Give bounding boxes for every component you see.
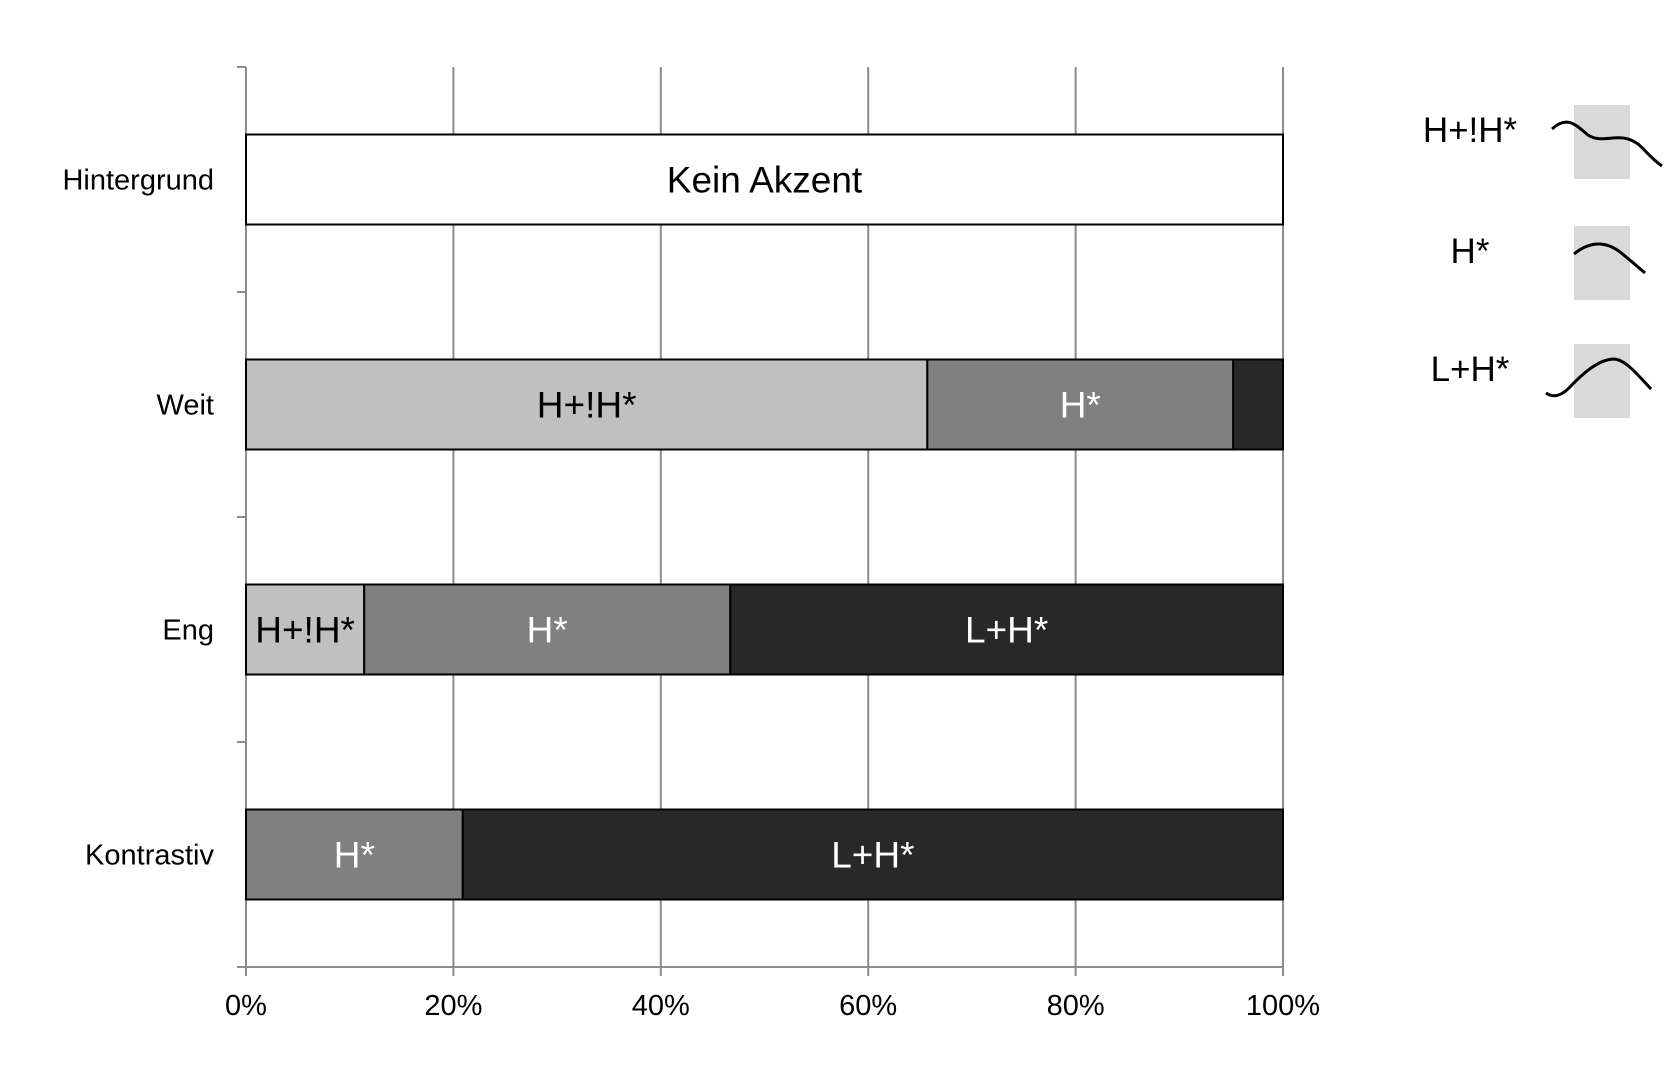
axis-layer: 0% 20% 40% 60% 80% 100% Hintergrund Weit Eng Kont…: [62, 66, 1320, 1022]
bar-segment-label: L+H*: [965, 610, 1048, 651]
x-tick-label: 20%: [424, 990, 482, 1022]
bar-segment-label: H*: [1060, 385, 1101, 426]
bar-segment: [363, 583, 732, 676]
legend-icon-box: [1574, 226, 1630, 300]
bar-segment-label: H+!H*: [537, 385, 637, 426]
legend-icon-curve: [1573, 242, 1646, 275]
bar-layer: [245, 133, 1285, 901]
bar-segment-label: H*: [334, 835, 375, 876]
legend-icon-box: [1574, 105, 1630, 179]
bar-segment-label: Kein Akzent: [667, 160, 863, 201]
x-tick-label: 80%: [1047, 990, 1105, 1022]
rise-fall-contour-icon: [1545, 344, 1653, 418]
bar-segment-label: H+!H*: [255, 610, 355, 651]
y-category-label: Weit: [157, 390, 214, 422]
bar-segment: [245, 133, 1284, 226]
x-tick-label: 40%: [632, 990, 690, 1022]
legend-icon-box: [1574, 344, 1630, 418]
legend-item: L+H*: [1431, 344, 1653, 418]
y-category-label: Kontrastiv: [85, 840, 214, 872]
legend-item: H*: [1451, 226, 1646, 300]
legend-label: H+!H*: [1423, 111, 1518, 150]
bar-segment: [729, 583, 1284, 676]
y-category-label: Hintergrund: [62, 165, 214, 197]
x-tick-label: 0%: [225, 990, 267, 1022]
legend-icon-curve: [1545, 357, 1653, 398]
legend-label: L+H*: [1431, 350, 1510, 389]
label-layer: Kein Akzent H+!H* H* H+!H* H* L+H* H* L+H*: [255, 160, 1101, 876]
peak-fall-contour-icon: [1573, 226, 1646, 300]
bar-segment-label: L+H*: [831, 835, 914, 876]
x-tick-label: 60%: [839, 990, 897, 1022]
high-downstep-contour-icon: [1550, 105, 1663, 179]
legend-item: H+!H*: [1423, 105, 1663, 179]
legend: H+!H* H* L+H*: [1423, 105, 1663, 418]
legend-icon-curve: [1550, 120, 1663, 168]
bar-segment: [245, 583, 366, 676]
legend-label: H*: [1451, 232, 1490, 271]
bar-segment: [461, 808, 1285, 901]
bar-segment: [1232, 358, 1284, 451]
bar-segment: [245, 358, 929, 451]
bar-segment-label: H*: [527, 610, 568, 651]
x-tick-label: 100%: [1246, 990, 1320, 1022]
bar-segment: [245, 808, 464, 901]
y-category-label: Eng: [162, 615, 214, 647]
